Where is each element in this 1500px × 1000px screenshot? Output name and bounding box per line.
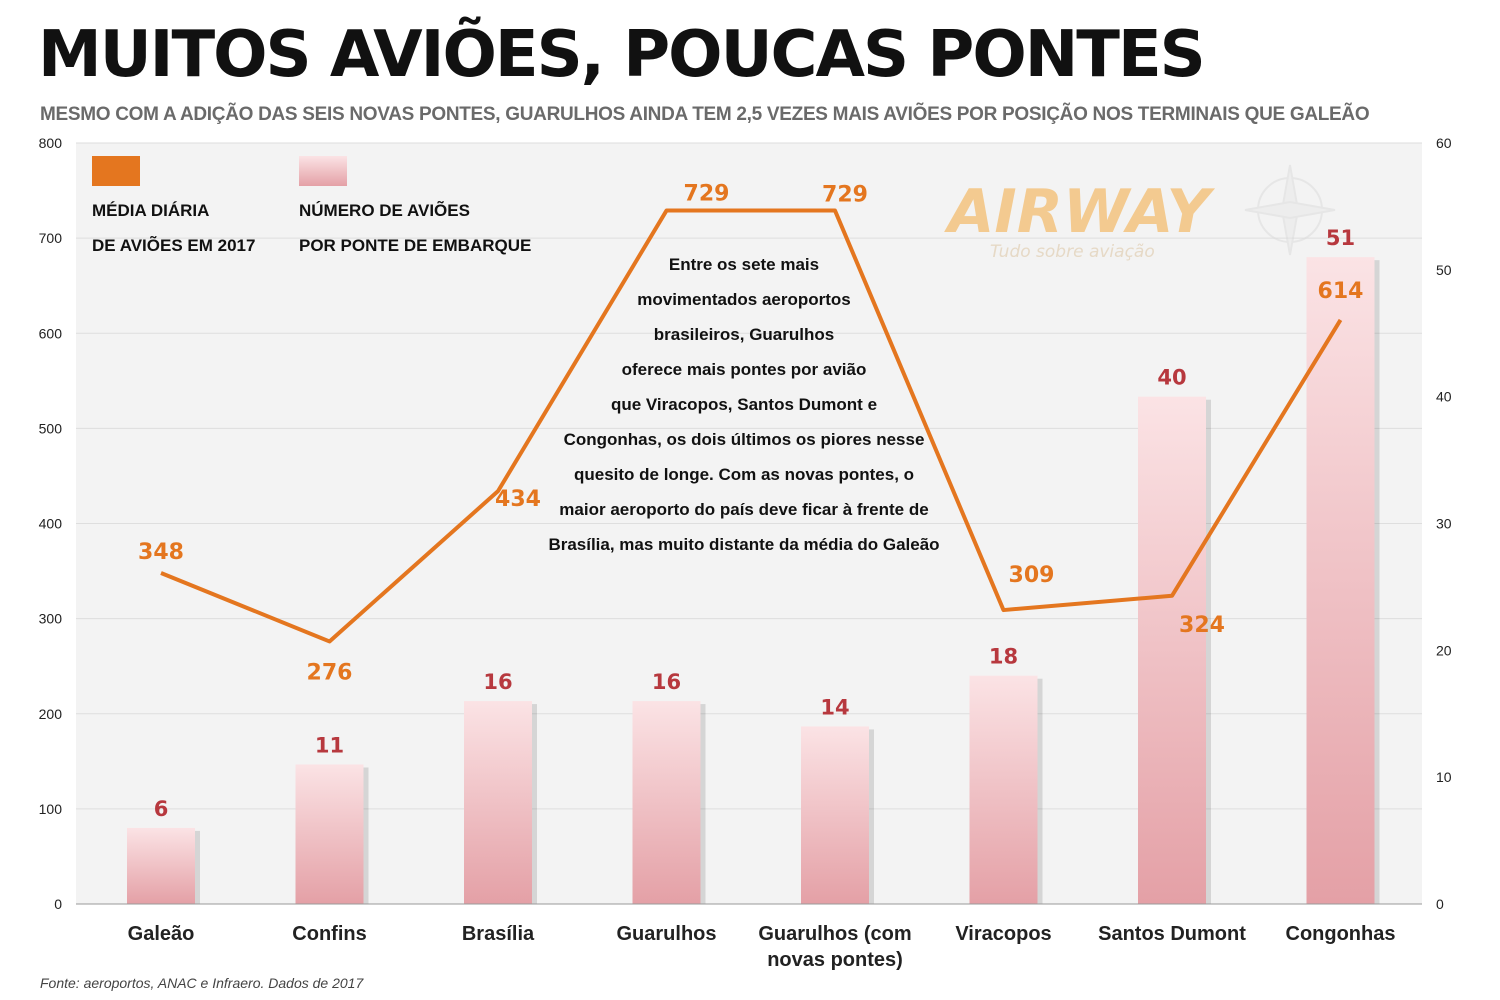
y-tick-left: 600 (39, 325, 63, 341)
watermark-logo: AIRWAY (944, 177, 1216, 247)
axes: 0 100 200 300 400 500 600 700 800 0 10 20 30 40 50 60 Ga… (39, 135, 1452, 971)
bar (1138, 396, 1206, 904)
y-tick-right: 10 (1436, 769, 1452, 785)
x-tick-label: Santos Dumont (1098, 923, 1246, 945)
bar-value-label: 16 (483, 670, 512, 694)
x-tick-label: Congonhas (1286, 923, 1396, 945)
bar-value-label: 14 (820, 695, 849, 719)
y-tick-left: 700 (39, 230, 63, 246)
y-tick-right: 60 (1436, 135, 1452, 151)
legend-swatch-line (92, 156, 140, 186)
y-tick-left: 200 (39, 706, 63, 722)
y-tick-left: 300 (39, 611, 63, 627)
bar-value-label: 40 (1157, 366, 1186, 390)
annotation-line: movimentados aeroportos (637, 290, 851, 309)
bar (295, 764, 364, 904)
watermark-tagline: Tudo sobre aviação (990, 242, 1155, 262)
bar (632, 701, 701, 904)
watermark: AIRWAY Tudo sobre aviação (944, 164, 1336, 262)
x-tick-label: Confins (292, 923, 366, 945)
legend: MÉDIA DIÁRIA DE AVIÕES EM 2017 NÚMERO DE … (92, 156, 531, 255)
legend-swatch-bar (299, 156, 347, 186)
x-tick-label: Guarulhos (com novas pontes) (758, 923, 911, 971)
line-value-label: 309 (1009, 563, 1055, 588)
x-tick-label: Galeão (128, 923, 195, 945)
chart-title: MUITOS AVIÕES, POUCAS PONTES (38, 18, 1206, 92)
line-value-label: 729 (684, 182, 730, 207)
annotation-line: que Viracopos, Santos Dumont e (611, 395, 877, 414)
y-tick-left: 100 (39, 801, 63, 817)
y-tick-right: 20 (1436, 642, 1452, 658)
bar-value-label: 11 (315, 733, 344, 757)
line-value-label: 348 (138, 540, 184, 565)
x-tick-label: Brasília (462, 923, 535, 945)
annotation-line: maior aeroporto do país deve ficar à fre… (559, 500, 928, 519)
bar-value-label: 16 (652, 670, 681, 694)
line-value-label: 276 (307, 660, 353, 685)
bar-value-label: 51 (1326, 226, 1355, 250)
chart-subtitle: MESMO COM A ADIÇÃO DAS SEIS NOVAS PONTES… (40, 104, 1370, 125)
annotation-line: Congonhas, os dois últimos os piores nes… (564, 430, 925, 449)
annotation-line: Brasília, mas muito distante da média do… (548, 535, 939, 554)
annotation-line: brasileiros, Guarulhos (654, 325, 834, 344)
y-tick-right: 30 (1436, 516, 1452, 532)
line-value-label: 324 (1179, 613, 1225, 638)
x-tick-label: Viracopos (955, 923, 1051, 945)
line-value-label: 614 (1318, 279, 1364, 304)
bar (127, 827, 195, 904)
annotation-line: Entre os sete mais (669, 255, 819, 274)
bar-value-label: 18 (989, 645, 1018, 669)
annotation-line: quesito de longe. Com as novas pontes, o (574, 465, 914, 484)
line-value-label: 729 (822, 183, 868, 208)
y-tick-left: 0 (54, 896, 62, 912)
bar (969, 675, 1038, 904)
annotation: Entre os sete mais movimentados aeroporto… (548, 255, 939, 554)
source-note: Fonte: aeroportos, ANAC e Infraero. Dado… (40, 975, 364, 991)
y-tick-right: 40 (1436, 389, 1452, 405)
line-value-label: 434 (495, 487, 541, 512)
bar-series: 6 11 16 16 14 18 40 51 (127, 226, 1380, 904)
bar-value-label: 6 (154, 797, 169, 821)
y-tick-right: 0 (1436, 896, 1444, 912)
legend-label-bar: NÚMERO DE AVIÕES POR PONTE DE EMBARQUE (299, 200, 531, 255)
annotation-line: oferece mais pontes por avião (622, 360, 867, 379)
compass-rose-icon (1244, 164, 1336, 256)
y-tick-left: 800 (39, 135, 63, 151)
y-tick-left: 400 (39, 516, 63, 532)
line-series: 348 276 434 729 729 309 324 614 (138, 182, 1363, 686)
bar (1306, 257, 1375, 904)
line-path (160, 208, 1343, 644)
y-tick-left: 500 (39, 420, 63, 436)
y-tick-right: 50 (1436, 262, 1452, 278)
legend-label-line: MÉDIA DIÁRIA DE AVIÕES EM 2017 (92, 201, 255, 255)
bar (464, 701, 532, 904)
x-tick-label: Guarulhos (616, 923, 716, 945)
bar (801, 726, 869, 904)
